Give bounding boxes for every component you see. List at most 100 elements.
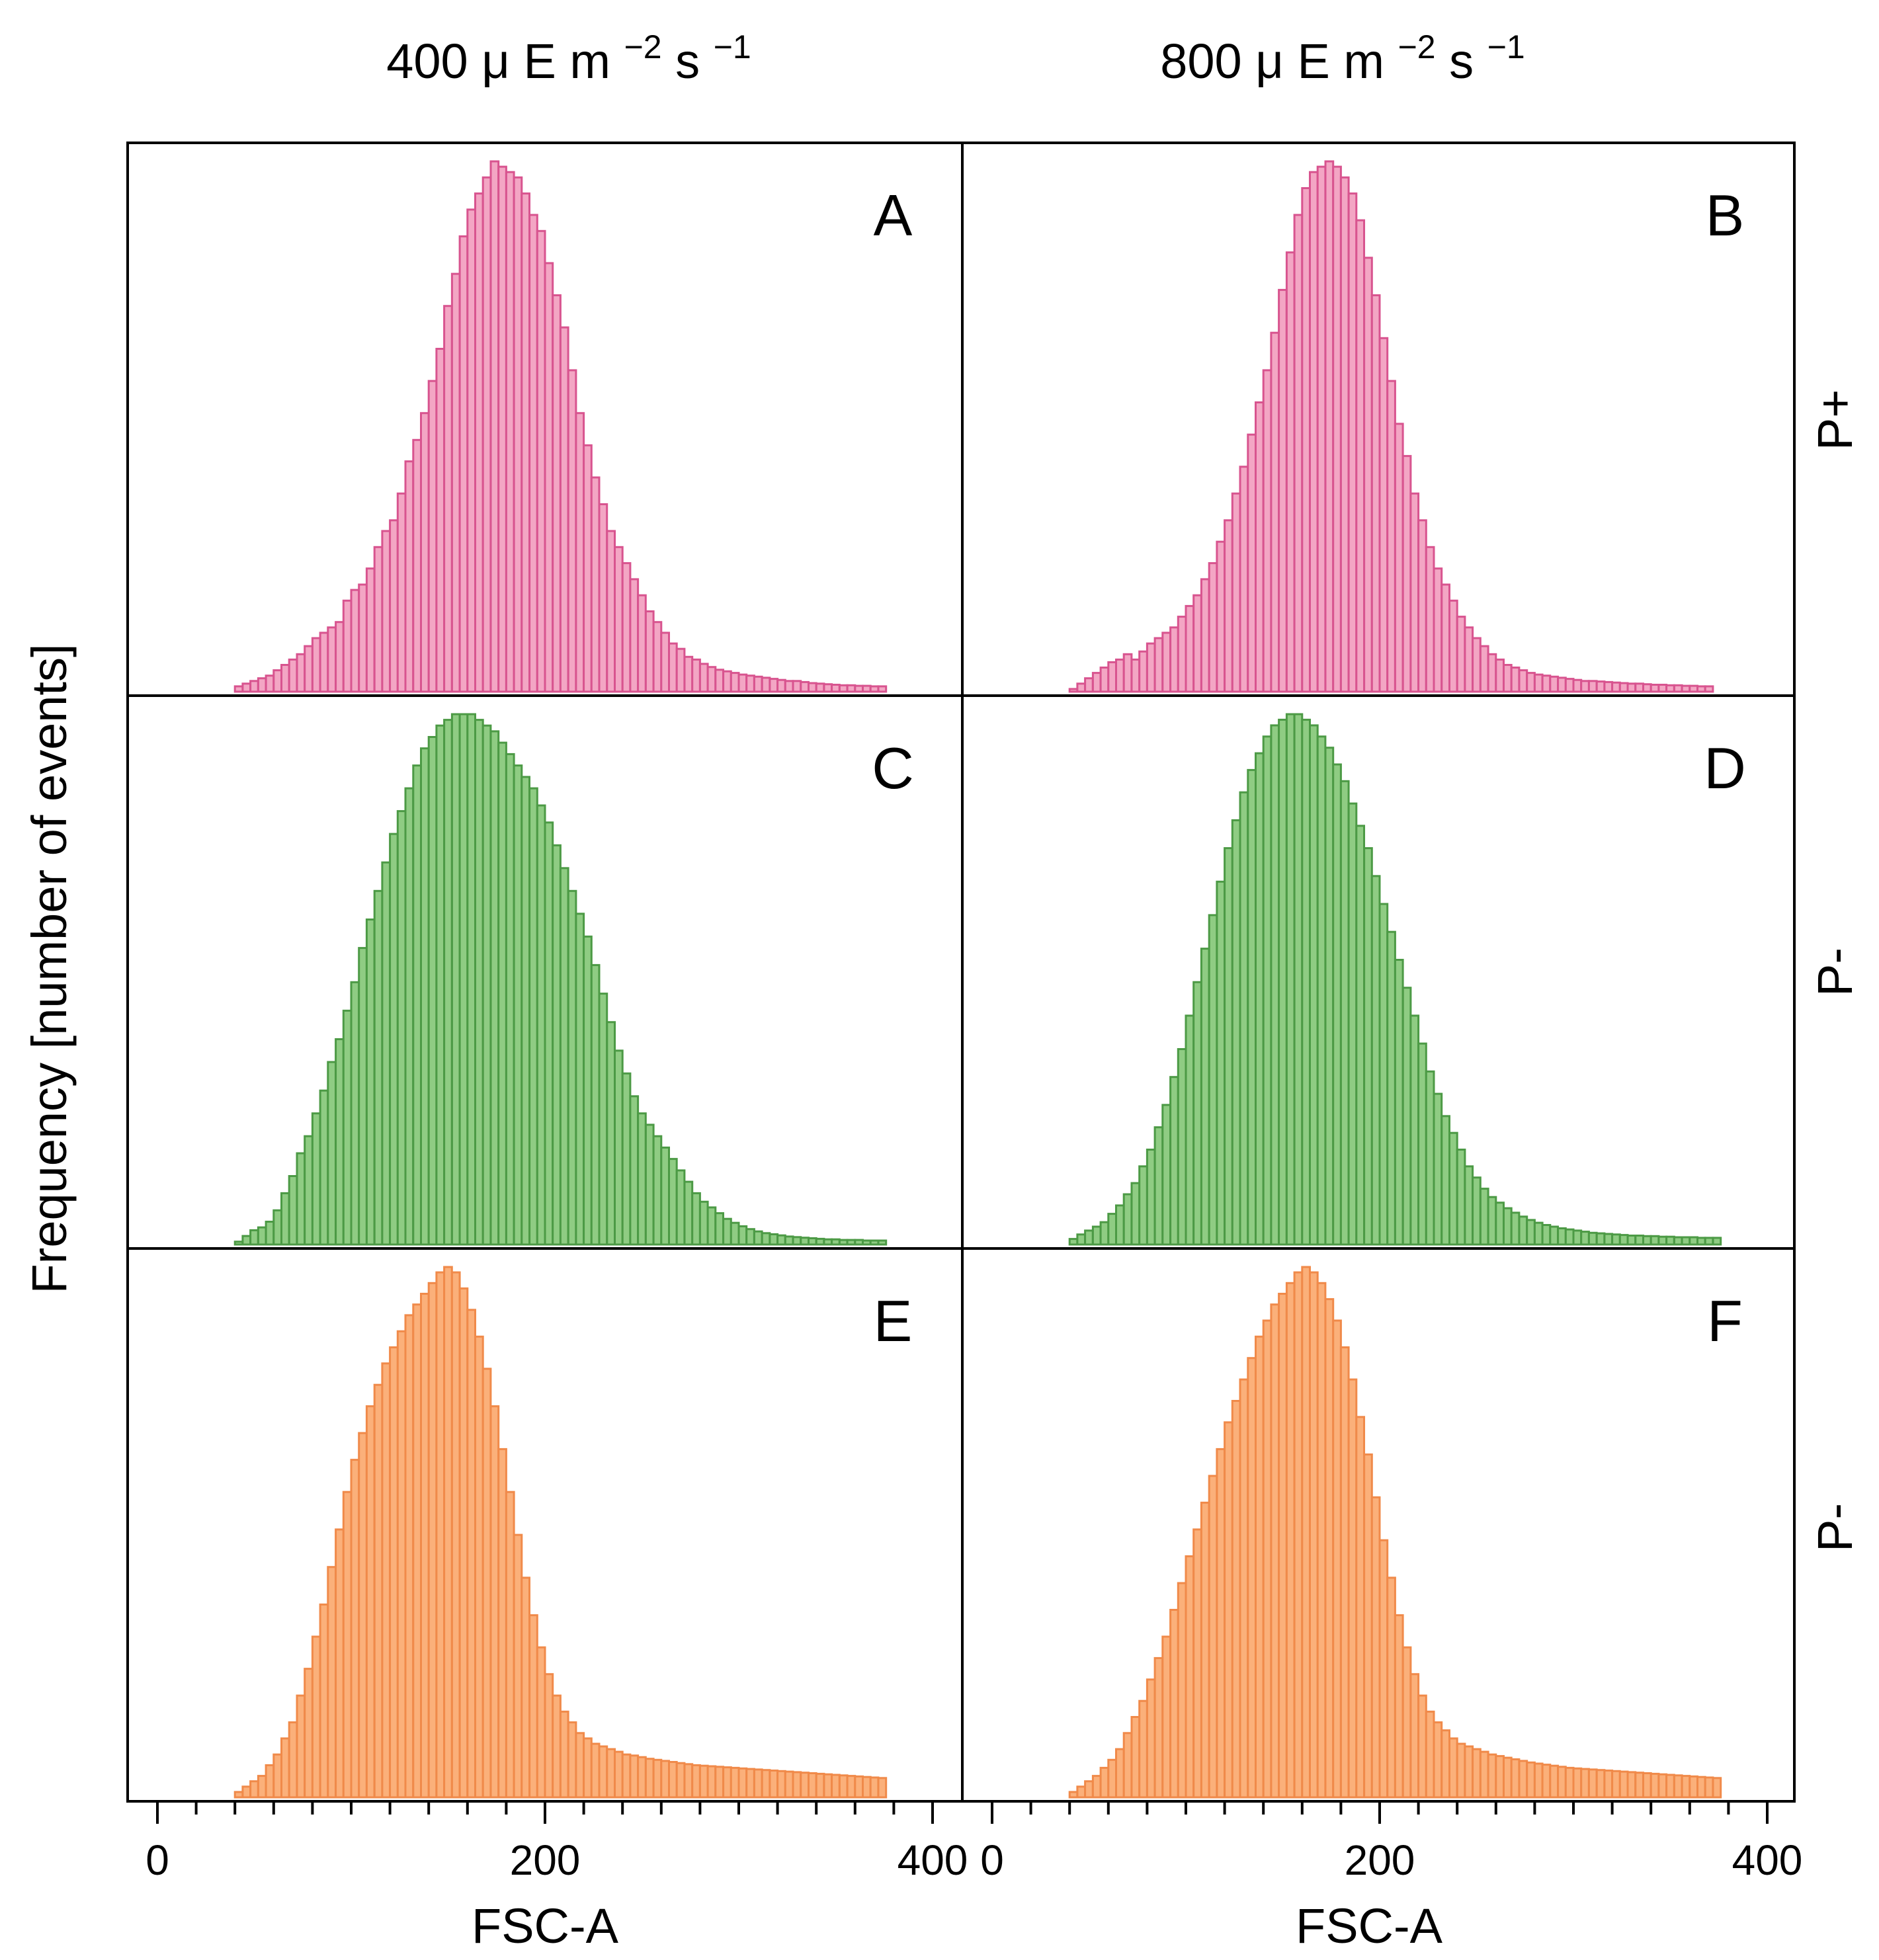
histogram-bar <box>1401 987 1412 1246</box>
y-axis-label: Frequency [number of events] <box>22 643 77 1293</box>
histogram-bar <box>1177 1048 1187 1246</box>
histogram-bar <box>544 262 554 693</box>
histogram-bar <box>1673 684 1683 693</box>
histogram-bar <box>1642 1235 1652 1246</box>
histogram-bar <box>528 214 538 693</box>
histogram-bar <box>1665 1235 1675 1246</box>
histogram-bar <box>466 1309 476 1799</box>
histogram-bar <box>831 684 841 693</box>
histogram-bar <box>1564 1766 1575 1799</box>
histogram-bar <box>1479 1188 1489 1246</box>
histogram-bar <box>381 1362 392 1799</box>
histogram-bar <box>1138 650 1148 693</box>
histogram-bar <box>1239 791 1249 1246</box>
histogram-bar <box>1394 959 1404 1246</box>
x-axis-label-right: FSC-A <box>1296 1899 1443 1953</box>
histogram-bar <box>869 1239 880 1246</box>
histogram-bar <box>1208 562 1218 693</box>
histogram-bar <box>1138 1165 1148 1246</box>
histogram-bar <box>1425 1070 1435 1246</box>
histogram-bar <box>521 776 530 1246</box>
histogram-bar <box>358 1432 368 1799</box>
histogram-bar <box>1332 165 1342 693</box>
histogram-bar <box>1409 492 1420 693</box>
histogram-bar <box>769 1233 779 1246</box>
histogram-bar <box>745 1768 755 1799</box>
histogram-bar <box>1587 1231 1598 1246</box>
histogram-bar <box>706 666 717 693</box>
histogram-bar <box>1153 1656 1164 1799</box>
histogram-bar <box>1370 294 1381 693</box>
histogram-bar <box>683 1763 694 1799</box>
histogram-bar <box>412 1303 422 1799</box>
histogram-bar <box>1068 1238 1079 1246</box>
histogram-bar <box>1378 337 1389 693</box>
histogram-bar <box>233 685 244 693</box>
histogram-bar <box>1177 616 1187 693</box>
histogram-bar <box>1255 752 1265 1246</box>
histogram-bar <box>1347 192 1358 693</box>
histogram-bar <box>1293 1271 1304 1799</box>
histogram-bar <box>481 724 492 1246</box>
histogram-bar <box>1370 875 1381 1246</box>
histogram-bar <box>583 444 593 693</box>
histogram-bar <box>1572 1229 1583 1246</box>
histogram-bar <box>1231 492 1241 693</box>
histogram-bar <box>823 1238 833 1246</box>
histogram-bar <box>598 503 608 693</box>
histogram-bar <box>1696 1776 1706 1799</box>
histogram-bar <box>1401 1646 1412 1799</box>
histogram-bar <box>1301 187 1312 693</box>
histogram-bar <box>342 1490 353 1799</box>
histogram-bar <box>1549 1764 1560 1799</box>
histogram-bar <box>1649 1772 1660 1799</box>
histogram-bar <box>1541 674 1552 693</box>
panel-letter-e: E <box>874 1288 913 1354</box>
histogram-bar <box>575 412 585 693</box>
histogram-bar <box>249 1780 259 1799</box>
histogram-bar <box>698 663 709 693</box>
histogram-bar <box>335 1038 345 1246</box>
histogram-bar <box>458 1287 469 1799</box>
histogram-bar <box>1247 1357 1257 1799</box>
histogram-bar <box>808 1772 817 1799</box>
histogram-bar <box>792 680 802 693</box>
x-tick-label: 0 <box>146 1836 169 1884</box>
histogram-bar <box>1278 1293 1288 1799</box>
panel-frame <box>126 142 1796 1803</box>
histogram-bar <box>327 626 337 693</box>
histogram-bar <box>1301 718 1312 1246</box>
histogram-panel-e: E <box>233 1266 913 1799</box>
histogram-bar <box>1518 1215 1528 1246</box>
histogram-bar <box>1224 847 1233 1246</box>
histogram-bar <box>792 1236 802 1246</box>
histogram-bar <box>552 844 562 1246</box>
histogram-bar <box>272 669 282 693</box>
histogram-bar <box>862 1239 872 1246</box>
histogram-bar <box>1626 1235 1637 1246</box>
histogram-bar <box>761 1232 771 1246</box>
histogram-bar <box>1433 567 1443 693</box>
histogram-bar <box>668 1158 678 1246</box>
histogram-bar <box>706 1206 717 1246</box>
histogram-bar <box>1441 1115 1451 1246</box>
histogram-bar <box>698 1200 709 1246</box>
histogram-bar <box>1185 1555 1195 1799</box>
histogram-bar <box>652 1135 663 1246</box>
histogram-bar <box>598 993 608 1246</box>
histogram-bar <box>513 1533 523 1799</box>
histogram-bar <box>1572 678 1583 693</box>
histogram-bar <box>1479 1750 1489 1799</box>
histogram-bar <box>544 1673 554 1799</box>
histogram-bar <box>652 1758 663 1799</box>
histogram-bar <box>1689 1236 1699 1246</box>
histogram-bar <box>427 380 438 693</box>
histogram-bar <box>474 192 484 693</box>
histogram-bar <box>614 1049 624 1246</box>
histogram-bar <box>288 1721 298 1799</box>
histogram-bar <box>358 583 368 693</box>
histogram-bar <box>854 1239 864 1246</box>
histogram-bar <box>761 676 771 693</box>
histogram-bar <box>1526 672 1536 693</box>
histogram-bar <box>1681 684 1691 693</box>
